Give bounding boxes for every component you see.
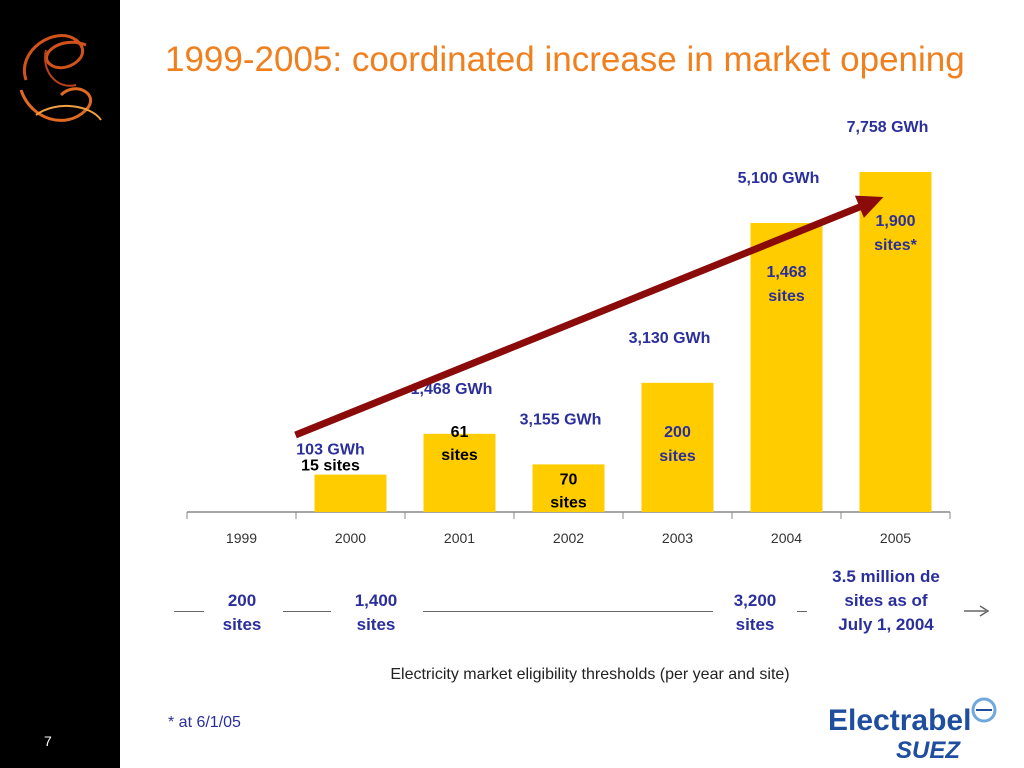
sites-label: 70 <box>560 471 578 488</box>
bar <box>641 382 714 512</box>
sites-label: sites* <box>874 237 917 254</box>
threshold-line <box>283 611 331 612</box>
value-label: 103 GWh <box>296 442 364 459</box>
threshold-label-line: 3.5 million de <box>832 567 940 586</box>
threshold-label: 3.5 million de sites as of July 1, 2004 <box>812 565 960 637</box>
x-tick-label: 2000 <box>335 530 366 546</box>
value-label: 3,130 GWh <box>629 330 711 347</box>
thresholds-caption: Electricity market eligibility threshold… <box>390 666 790 683</box>
threshold-label-line: 200 <box>227 591 257 610</box>
trend-arrow-head <box>854 195 884 218</box>
sites-label: 15 sites <box>301 458 360 475</box>
threshold-label-line: sites <box>222 615 262 634</box>
sites-label: 1,900 <box>875 213 915 230</box>
x-tick-label: 2004 <box>771 530 802 546</box>
footnote: * at 6/1/05 <box>168 714 241 731</box>
threshold-label: 1,400 sites <box>330 589 422 637</box>
threshold-label-line: July 1, 2004 <box>838 615 934 634</box>
bar <box>859 172 932 512</box>
brand-name: Electrabel <box>828 704 971 737</box>
brand-sub: SUEZ <box>896 737 961 762</box>
threshold-label: 200 sites <box>200 589 284 637</box>
bar <box>532 464 605 512</box>
bar <box>423 433 496 512</box>
slide-title: 1999-2005: coordinated increase in marke… <box>165 40 965 79</box>
threshold-label-line: sites <box>356 615 396 634</box>
bar <box>750 223 823 512</box>
sites-label: sites <box>768 288 805 305</box>
electrabel-suez-logo: Electrabel SUEZ <box>828 697 997 762</box>
value-label: 5,100 GWh <box>738 170 820 187</box>
brand-globe-icon <box>971 697 997 723</box>
value-label: 1,468 GWh <box>411 381 493 398</box>
threshold-label-line: sites as of <box>844 591 928 610</box>
x-tick-label: 2003 <box>662 530 693 546</box>
trend-arrow <box>294 199 871 439</box>
threshold-line <box>174 611 204 612</box>
threshold-label-line: 3,200 <box>733 591 777 610</box>
x-tick-label: 1999 <box>226 530 257 546</box>
x-tick-label: 2005 <box>880 530 911 546</box>
sidebar: 7 <box>0 0 120 768</box>
sites-label: 1,468 <box>766 264 806 281</box>
x-tick-label: 2001 <box>444 530 475 546</box>
arrow-right-icon <box>964 605 990 617</box>
threshold-label-line: 1,400 <box>354 591 398 610</box>
sites-label: sites <box>441 447 478 464</box>
sites-label: 200 <box>664 424 691 441</box>
bar <box>314 474 387 512</box>
threshold-label-line: sites <box>735 615 775 634</box>
sites-label: 61 <box>451 424 469 441</box>
x-tick-label: 2002 <box>553 530 584 546</box>
threshold-line <box>423 611 713 612</box>
page-number: 7 <box>44 733 52 749</box>
value-label: 3,155 GWh <box>520 411 602 428</box>
threshold-line <box>797 611 807 612</box>
swirl-logo-icon <box>19 34 102 122</box>
sites-label: sites <box>659 448 696 465</box>
threshold-label: 3,200 sites <box>712 589 798 637</box>
sites-label: sites <box>550 494 587 511</box>
value-label: 7,758 GWh <box>847 119 929 136</box>
